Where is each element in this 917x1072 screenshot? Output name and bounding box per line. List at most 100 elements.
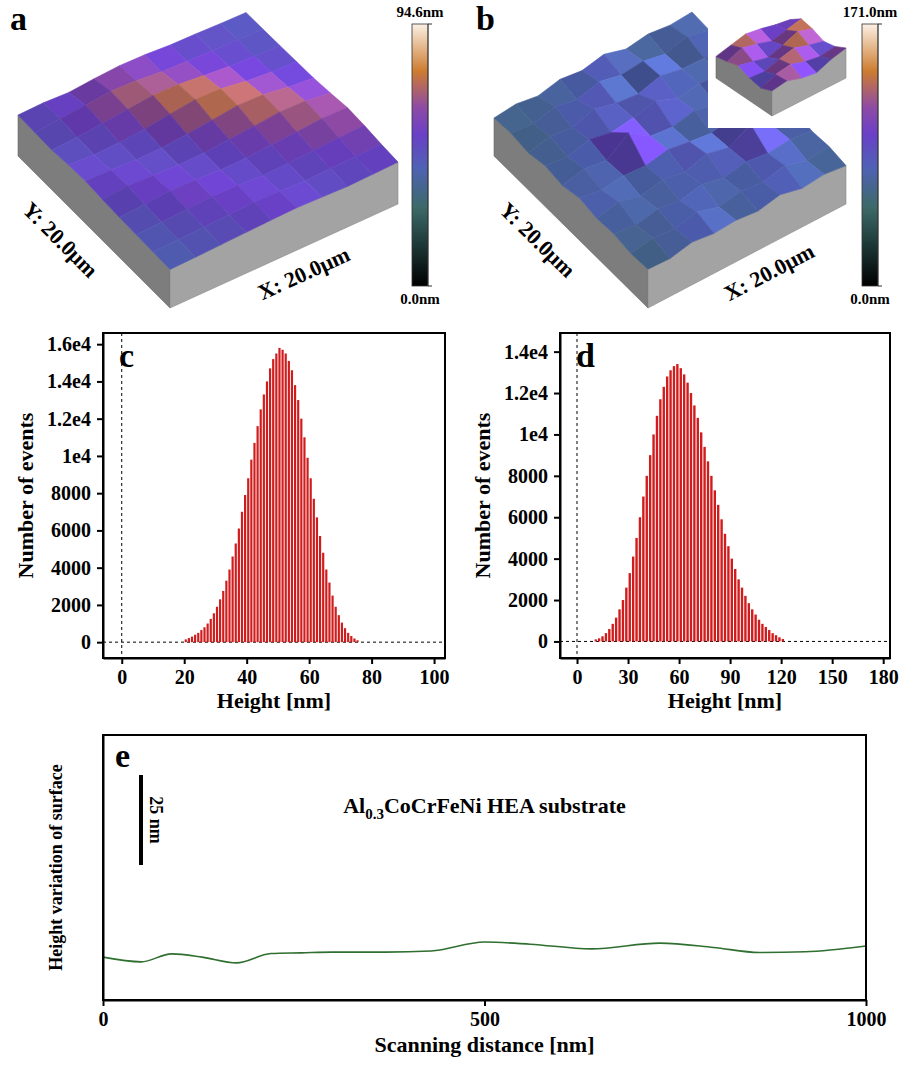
tick-label: 2000 <box>508 589 548 611</box>
tick: 0 <box>538 630 560 652</box>
bar <box>666 376 668 641</box>
axis-line <box>560 334 562 659</box>
annotation-part: Al <box>343 793 365 818</box>
bar <box>714 490 716 641</box>
tick-mark <box>371 658 373 664</box>
tick-mark <box>97 604 103 606</box>
tick-label: 0 <box>99 1008 109 1030</box>
bar <box>642 497 644 642</box>
bar <box>275 353 277 642</box>
bar <box>690 393 692 641</box>
surface-cell <box>153 240 195 270</box>
bar <box>768 630 770 641</box>
bar <box>734 569 736 641</box>
surface <box>494 12 846 308</box>
bar <box>269 368 271 642</box>
tick: 2000 <box>508 589 560 611</box>
tick: 120 <box>767 658 797 688</box>
colorbar: 0.0nm94.6nm <box>396 4 444 307</box>
bar <box>319 536 321 642</box>
tick-label: 500 <box>470 1008 500 1030</box>
panel-letter: c <box>119 337 134 374</box>
axis-title: Number of events <box>470 412 495 578</box>
surface-side <box>494 118 648 308</box>
plot-frame <box>103 333 445 658</box>
tick-mark <box>121 658 123 664</box>
tick-label: 1e4 <box>519 423 548 445</box>
axis-title: X: 20.0μm <box>720 238 818 306</box>
tick-mark <box>554 434 560 436</box>
bar <box>758 620 760 642</box>
tick: 4000 <box>508 548 560 570</box>
tick-label: 80 <box>362 666 382 688</box>
bar <box>710 476 712 642</box>
bar <box>335 607 337 642</box>
tick-label: 1.4e4 <box>504 341 548 363</box>
axis: 020004000600080001e41.2e41.4e41.6e4 <box>47 333 103 658</box>
bar <box>241 512 243 642</box>
plot-area <box>560 333 890 658</box>
tick-label: 20 <box>175 666 195 688</box>
tick: 8000 <box>508 465 560 487</box>
bar <box>253 443 255 642</box>
surface-panel: X: 20.0μmY: 20.0μm0.0nm94.6nma <box>10 0 444 308</box>
colorbar-label: 0.0nm <box>850 291 890 307</box>
bar <box>656 416 658 642</box>
bar <box>635 538 637 642</box>
bar <box>646 476 648 642</box>
tick-label: 1.2e4 <box>504 382 548 404</box>
bar <box>703 447 705 642</box>
tick-mark <box>97 567 103 569</box>
bar <box>185 639 187 642</box>
bar <box>188 638 190 642</box>
bar <box>622 600 624 641</box>
tick: 1.2e4 <box>504 382 560 404</box>
tick-mark <box>554 641 560 643</box>
surface-cell <box>761 74 787 90</box>
bar <box>244 495 246 642</box>
bar <box>625 588 627 642</box>
bar <box>751 609 753 641</box>
axis: 020406080100 <box>104 658 450 688</box>
tick-label: 2000 <box>51 594 91 616</box>
tick: 1e4 <box>519 423 560 445</box>
bar <box>225 581 227 642</box>
plot-area <box>103 942 866 963</box>
bar <box>700 432 702 641</box>
tick-label: 180 <box>869 666 899 688</box>
colorbar: 0.0nm171.0nm <box>843 4 898 307</box>
bar <box>228 570 230 643</box>
surface <box>716 19 846 116</box>
axis-title: Scanning distance [nm] <box>374 1032 594 1057</box>
tick-mark <box>679 658 681 664</box>
bar <box>247 478 249 642</box>
annotation: Al0.3CoCrFeNi HEA substrate <box>343 793 626 822</box>
colorbar-tick <box>878 286 882 287</box>
bar <box>191 637 193 643</box>
bar <box>649 455 651 641</box>
bar <box>194 635 196 642</box>
bar <box>260 409 262 642</box>
axis-title: X: 20.0μm <box>254 242 354 305</box>
tick-label: 40 <box>237 666 257 688</box>
tick-label: 0 <box>81 631 91 653</box>
tick-label: 6000 <box>508 506 548 528</box>
bar <box>731 559 733 642</box>
bar <box>676 364 678 641</box>
bar <box>748 603 750 641</box>
bar <box>316 517 318 642</box>
tick-mark <box>554 351 560 353</box>
bar <box>697 418 699 642</box>
tick: 0 <box>99 1000 109 1030</box>
bar <box>353 638 355 642</box>
tick: 6000 <box>508 506 560 528</box>
tick-mark <box>554 517 560 519</box>
tick: 1.2e4 <box>47 408 103 430</box>
annotation-part: CoCrFeNi HEA substrate <box>384 793 626 818</box>
tick-label: 60 <box>670 666 690 688</box>
bar <box>741 588 743 642</box>
panel-letter: b <box>476 0 495 37</box>
surface-panel: X: 20.0μmY: 20.0μm0.0nm171.0nmb <box>476 0 898 308</box>
bar <box>232 556 234 642</box>
tick-mark <box>97 493 103 495</box>
